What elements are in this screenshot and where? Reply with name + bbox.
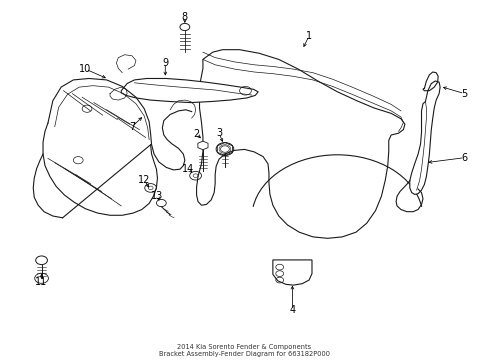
Text: 1: 1: [305, 31, 311, 41]
Text: 14: 14: [182, 164, 194, 174]
Polygon shape: [198, 141, 207, 150]
Text: 11: 11: [35, 276, 48, 287]
Text: 13: 13: [151, 191, 163, 201]
Text: 6: 6: [461, 153, 467, 163]
Text: 12: 12: [138, 175, 150, 185]
Polygon shape: [409, 81, 439, 194]
Text: 8: 8: [182, 12, 187, 22]
Text: 2014 Kia Sorento Fender & Components
Bracket Assembly-Fender Diagram for 663182P: 2014 Kia Sorento Fender & Components Bra…: [159, 344, 329, 357]
Polygon shape: [272, 260, 311, 285]
Text: 3: 3: [216, 128, 222, 138]
Text: 7: 7: [129, 122, 135, 132]
Polygon shape: [121, 78, 258, 103]
Text: 10: 10: [79, 64, 92, 74]
Polygon shape: [196, 50, 404, 238]
Text: 5: 5: [461, 89, 467, 99]
Text: 4: 4: [289, 305, 295, 315]
Text: 9: 9: [162, 58, 168, 68]
Text: 2: 2: [193, 129, 199, 139]
